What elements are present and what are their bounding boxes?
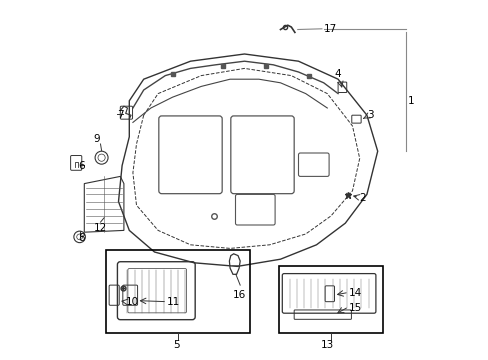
Text: 10: 10 [125, 297, 139, 307]
Text: 14: 14 [348, 288, 362, 298]
Text: 15: 15 [348, 303, 362, 313]
Text: 7: 7 [117, 110, 123, 120]
Text: 16: 16 [232, 290, 245, 300]
Text: 8: 8 [78, 233, 84, 243]
Text: 6: 6 [78, 161, 84, 171]
Text: 4: 4 [334, 69, 341, 79]
Text: 13: 13 [320, 340, 333, 350]
Text: 12: 12 [94, 223, 107, 233]
Text: 2: 2 [359, 193, 366, 203]
Text: 11: 11 [167, 297, 180, 307]
Text: 5: 5 [172, 340, 179, 350]
Text: 17: 17 [323, 24, 336, 34]
Text: 3: 3 [366, 110, 373, 120]
Text: 1: 1 [407, 96, 414, 106]
Text: 9: 9 [93, 134, 100, 144]
